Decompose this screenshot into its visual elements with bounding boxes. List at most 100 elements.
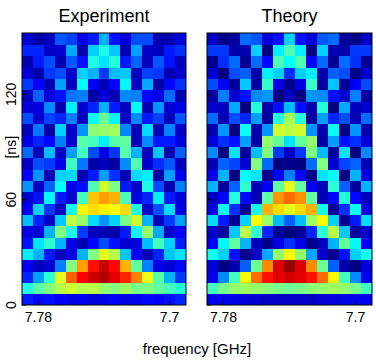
- heatmap-cell: [77, 124, 89, 136]
- heatmap-cell: [77, 271, 89, 283]
- heatmap-cell: [328, 260, 340, 272]
- heatmap-cell: [328, 112, 340, 124]
- heatmap-cell: [22, 192, 34, 204]
- heatmap-cell: [262, 44, 274, 56]
- heatmap-cell: [350, 214, 362, 226]
- heatmap-cell: [273, 226, 285, 238]
- heatmap-cell: [262, 192, 274, 204]
- heatmap-cell: [361, 203, 372, 215]
- heatmap-cell: [99, 180, 111, 192]
- heatmap-cell: [77, 248, 89, 260]
- heatmap-cell: [55, 146, 67, 158]
- heatmap-cell: [317, 169, 329, 181]
- y-tick: [22, 305, 26, 306]
- heatmap-cell: [328, 282, 340, 294]
- heatmap-cell: [306, 112, 318, 124]
- heatmap-cell: [120, 169, 132, 181]
- heatmap-cell: [284, 135, 296, 147]
- heatmap-cell: [164, 44, 176, 56]
- heatmap-cell: [99, 146, 111, 158]
- heatmap-cell: [55, 90, 67, 102]
- heatmap-cell: [77, 214, 89, 226]
- heatmap-cell: [109, 101, 121, 113]
- heatmap-cell: [142, 214, 154, 226]
- heatmap-cell: [22, 282, 34, 294]
- heatmap-cell: [142, 226, 154, 238]
- heatmap-cell: [218, 146, 230, 158]
- heatmap-cell: [131, 282, 143, 294]
- heatmap-cell: [131, 101, 143, 113]
- heatmap-cell: [350, 271, 362, 283]
- heatmap-cell: [33, 101, 45, 113]
- heatmap-cell: [229, 271, 241, 283]
- heatmap-cell: [55, 112, 67, 124]
- heatmap-cell: [262, 271, 274, 283]
- heatmap-cell: [142, 203, 154, 215]
- heatmap-cell: [361, 192, 372, 204]
- heatmap-cell: [207, 124, 219, 136]
- heatmap-cell: [142, 248, 154, 260]
- heatmap-cell: [99, 237, 111, 249]
- heatmap-cell: [77, 78, 89, 90]
- heatmap-cell: [295, 282, 307, 294]
- heatmap-cell: [218, 56, 230, 68]
- heatmap-cell: [66, 90, 78, 102]
- heatmap-cell: [361, 112, 372, 124]
- heatmap-cell: [295, 226, 307, 238]
- heatmap-cell: [207, 67, 219, 79]
- heatmap-cell: [295, 146, 307, 158]
- heatmap-cell: [22, 67, 34, 79]
- heatmap-cell: [339, 158, 351, 170]
- heatmap-cell: [262, 78, 274, 90]
- heatmap-cell: [262, 282, 274, 294]
- heatmap-cell: [218, 260, 230, 272]
- heatmap-cell: [207, 101, 219, 113]
- heatmap-cell: [66, 124, 78, 136]
- heatmap-cell: [317, 90, 329, 102]
- heatmap-cell: [273, 158, 285, 170]
- heatmap-cell: [66, 271, 78, 283]
- heatmap-cell: [361, 146, 372, 158]
- heatmap-cell: [218, 44, 230, 56]
- heatmap-cell: [55, 56, 67, 68]
- heatmap-cell: [164, 101, 176, 113]
- heatmap-cell: [328, 214, 340, 226]
- heatmap-cell: [33, 271, 45, 283]
- heatmap-cell: [240, 135, 252, 147]
- heatmap-cell: [131, 169, 143, 181]
- heatmap-cell: [317, 44, 329, 56]
- heatmap-cell: [175, 124, 186, 136]
- heatmap-cell: [153, 260, 165, 272]
- heatmap-cell: [175, 237, 186, 249]
- heatmap-cell: [350, 146, 362, 158]
- heatmap-cell: [240, 203, 252, 215]
- heatmap-cell: [229, 192, 241, 204]
- heatmap-cell: [33, 282, 45, 294]
- heatmap-cell: [109, 33, 121, 45]
- heatmap-cell: [361, 237, 372, 249]
- heatmap-cell: [131, 214, 143, 226]
- heatmap-cell: [99, 112, 111, 124]
- heatmap-cell: [207, 56, 219, 68]
- heatmap-cell: [207, 135, 219, 147]
- heatmap-cell: [142, 112, 154, 124]
- heatmap-cell: [229, 260, 241, 272]
- heatmap-cell: [55, 214, 67, 226]
- heatmap-cell: [218, 112, 230, 124]
- heatmap-cell: [251, 33, 263, 45]
- heatmap-cell: [55, 203, 67, 215]
- heatmap-cell: [218, 248, 230, 260]
- heatmap-cell: [175, 56, 186, 68]
- heatmap-cell: [240, 90, 252, 102]
- heatmap-cell: [55, 101, 67, 113]
- heatmap-cell: [229, 67, 241, 79]
- heatmap-cell: [22, 33, 34, 45]
- heatmap-cell: [44, 112, 56, 124]
- heatmap-cell: [109, 124, 121, 136]
- heatmap-cell: [99, 192, 111, 204]
- heatmap-cell: [99, 282, 111, 294]
- heatmap-cell: [240, 282, 252, 294]
- heatmap-cell: [273, 90, 285, 102]
- heatmap-cell: [328, 294, 340, 305]
- heatmap-cell: [350, 90, 362, 102]
